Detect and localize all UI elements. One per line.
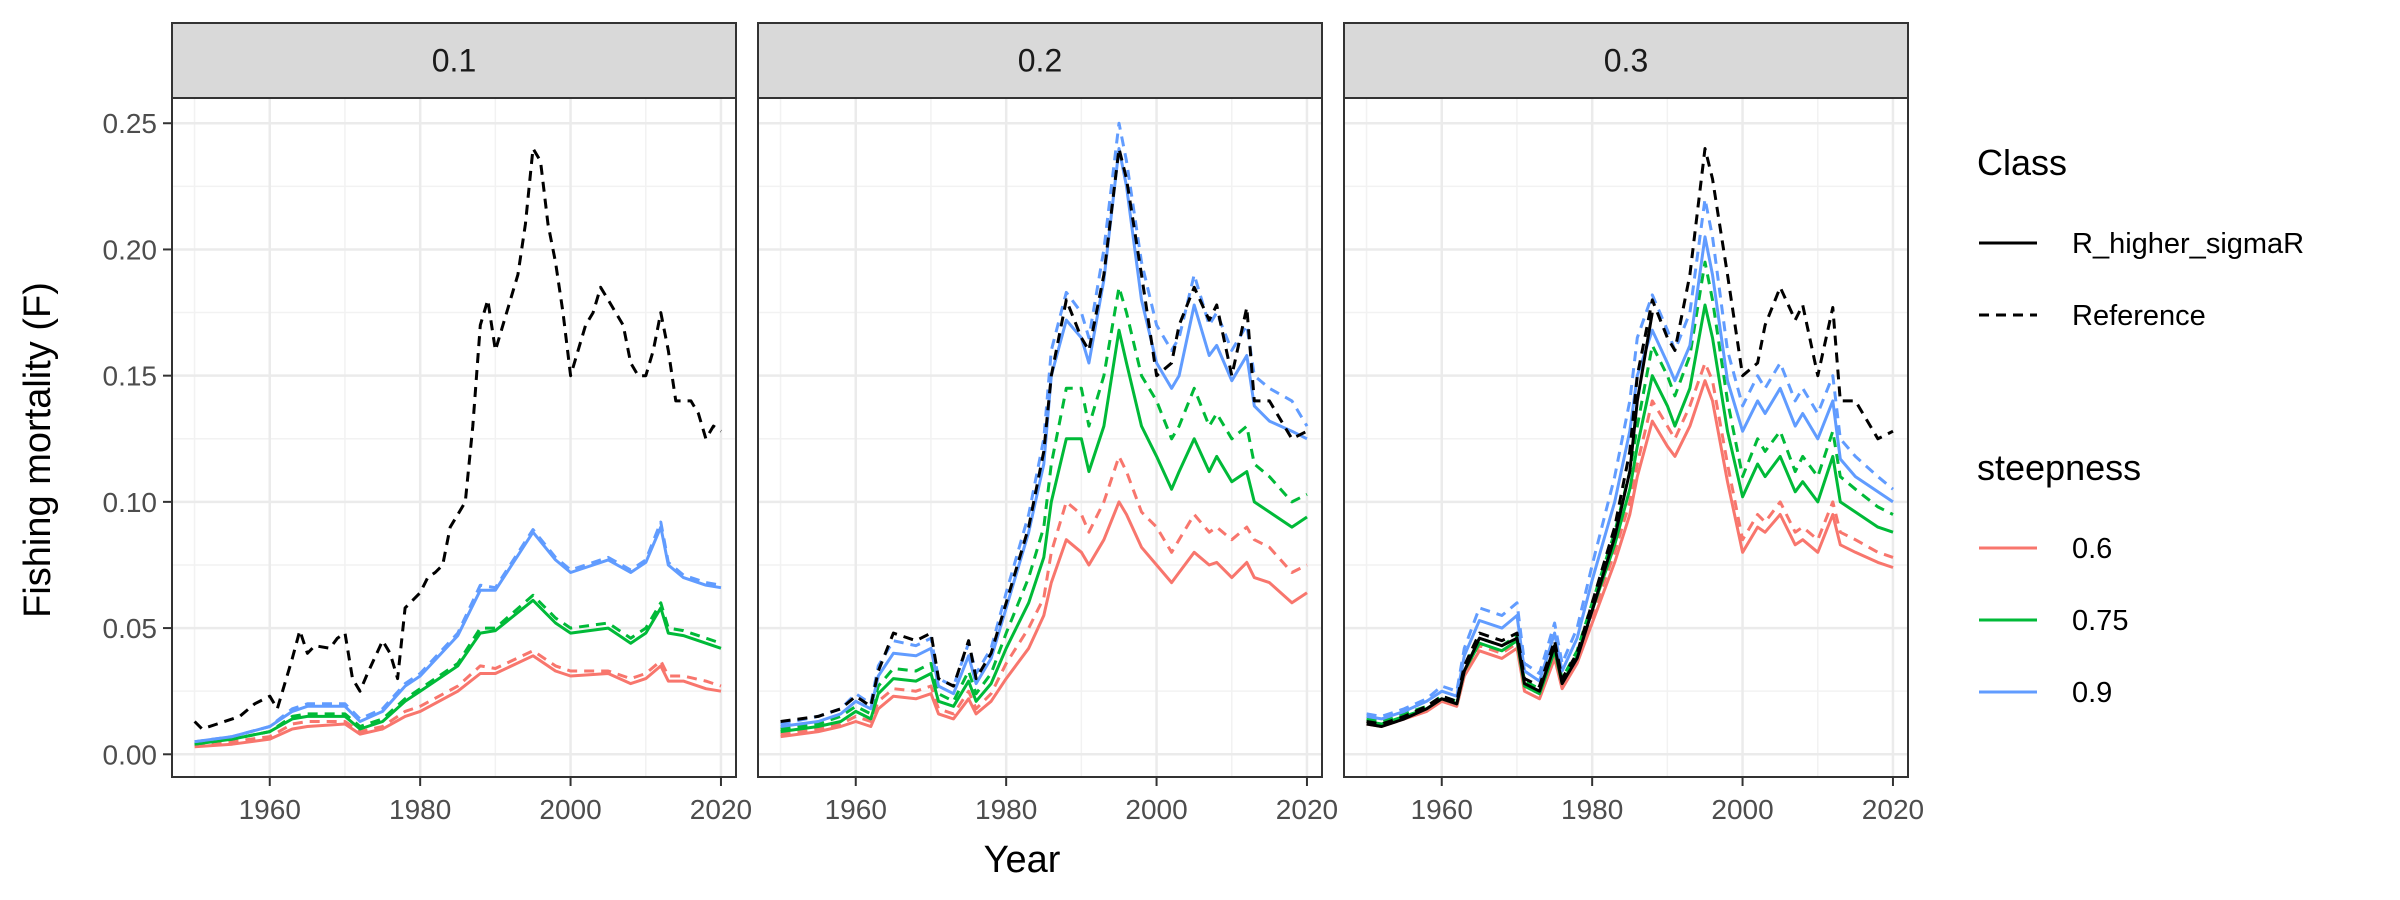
x-tick-label: 2000 xyxy=(1125,794,1187,825)
x-tick-label: 2000 xyxy=(1711,794,1773,825)
x-tick-label: 1960 xyxy=(239,794,301,825)
panel-border xyxy=(1343,97,1909,778)
facet-strip xyxy=(757,22,1323,99)
legend-label: 0.9 xyxy=(2072,677,2112,709)
x-tick-label: 2020 xyxy=(1276,794,1338,825)
facet-panel-1: 0.1 1960 1980 2000 2020 0.00 0.05 0.10 0.15 0.20 0… xyxy=(103,22,752,825)
y-axis-title: Fishing mortality (F) xyxy=(17,282,59,618)
x-tick-label: 2000 xyxy=(539,794,601,825)
x-tick-label: 1980 xyxy=(975,794,1037,825)
legend-layer: Class R_higher_sigmaR Reference steepness 0.… xyxy=(1977,142,2304,709)
panel-border xyxy=(757,97,1323,778)
series-line-black-reference xyxy=(1366,147,1894,726)
legend-title: Class xyxy=(1977,142,2067,183)
y-tick-label: 0.05 xyxy=(103,613,158,644)
series-line-steepness-0_6-r-higher-sigmar xyxy=(1366,379,1894,728)
facet-panel-2: 0.2 1960 1980 2000 2020 xyxy=(757,22,1338,825)
series-line-steepness-0_75-r-higher-sigmar xyxy=(780,328,1308,734)
x-tick-label: 1980 xyxy=(1561,794,1623,825)
grid-lines xyxy=(1344,98,1908,777)
y-tick-label: 0.15 xyxy=(103,361,158,392)
grid-lines xyxy=(172,98,736,777)
facet-strip xyxy=(1343,22,1909,99)
series-group xyxy=(780,121,1309,739)
legend-label: R_higher_sigmaR xyxy=(2072,228,2304,260)
series-line-black-reference xyxy=(193,147,722,731)
series-line-steepness-0_75-reference xyxy=(194,593,722,746)
legend-label: 0.6 xyxy=(2072,533,2112,565)
series-line-steepness-0_6-reference xyxy=(1366,361,1894,726)
x-tick-label: 2020 xyxy=(1862,794,1924,825)
series-line-steepness-0_6-r-higher-sigmar xyxy=(780,500,1308,739)
y-tick-label: 0.10 xyxy=(103,487,158,518)
panel-background xyxy=(1344,98,1908,777)
series-line-black-reference xyxy=(780,147,1308,723)
series-group xyxy=(1366,147,1894,728)
series-group xyxy=(193,147,722,749)
x-tick-label: 2020 xyxy=(690,794,752,825)
panels-layer: 0.1 1960 1980 2000 2020 0.00 0.05 0.10 0.15 0.20 0… xyxy=(103,22,1924,825)
facet-strip xyxy=(171,22,737,99)
facet-strip-label: 0.3 xyxy=(1604,43,1648,79)
x-tick-label: 1960 xyxy=(1411,794,1473,825)
series-line-steepness-0_6-reference xyxy=(194,649,722,746)
panel-background xyxy=(758,98,1322,777)
y-tick-label: 0.00 xyxy=(103,739,158,770)
panel-border xyxy=(171,97,737,778)
x-tick-label: 1960 xyxy=(825,794,887,825)
facet-strip-label: 0.2 xyxy=(1018,43,1062,79)
facet-panel-3: 0.3 1960 1980 2000 2020 xyxy=(1343,22,1924,825)
facet-strip-label: 0.1 xyxy=(432,43,476,79)
legend-label: 0.75 xyxy=(2072,605,2128,637)
y-tick-label: 0.25 xyxy=(103,108,158,139)
series-line-black-r-higher-sigmar xyxy=(1366,312,1654,728)
series-line-steepness-0_9-r-higher-sigmar xyxy=(194,525,722,744)
x-tick-label: 1980 xyxy=(389,794,451,825)
series-line-steepness-0_75-r-higher-sigmar xyxy=(194,598,722,746)
series-line-steepness-0_9-reference xyxy=(780,121,1309,726)
legend-title: steepness xyxy=(1977,447,2141,488)
legend-label: Reference xyxy=(2072,300,2206,332)
y-tick-label: 0.20 xyxy=(103,234,158,265)
x-axis-title: Year xyxy=(984,839,1061,881)
series-line-steepness-0_6-r-higher-sigmar xyxy=(194,654,722,749)
panel-background xyxy=(172,98,736,777)
series-line-steepness-0_9-r-higher-sigmar xyxy=(780,147,1308,728)
legend-1: Class R_higher_sigmaR Reference xyxy=(1977,142,2304,332)
legend-2: steepness 0.6 0.75 0.9 xyxy=(1977,447,2141,709)
series-line-steepness-0_75-reference xyxy=(780,285,1308,731)
